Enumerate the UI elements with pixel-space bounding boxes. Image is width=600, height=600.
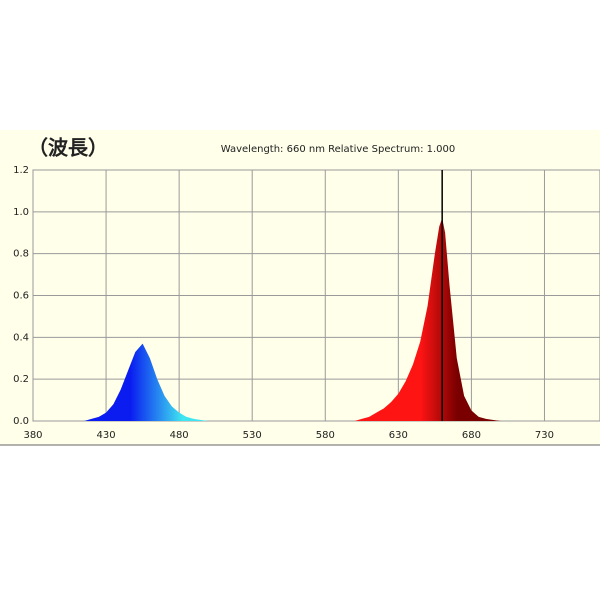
- y-tick-label: 1.2: [13, 165, 29, 176]
- x-tick-label: 680: [462, 430, 481, 441]
- y-tick-label: 0.4: [13, 332, 29, 343]
- y-tick-label: 0.6: [13, 291, 29, 302]
- spectrum-area: [354, 218, 501, 421]
- y-tick-label: 0.0: [13, 416, 29, 427]
- y-tick-label: 0.8: [13, 249, 29, 260]
- x-tick-label: 480: [170, 430, 189, 441]
- x-tick-label: 580: [316, 430, 335, 441]
- x-tick-label: 430: [97, 430, 116, 441]
- y-tick-label: 0.2: [13, 374, 29, 385]
- x-tick-label: 380: [23, 430, 42, 441]
- x-tick-label: 630: [389, 430, 408, 441]
- x-tick-label: 730: [535, 430, 554, 441]
- chart-title: （波長）: [28, 136, 108, 160]
- y-tick-label: 1.0: [13, 207, 29, 218]
- x-tick-label: 530: [243, 430, 262, 441]
- spectrum-area: [84, 343, 216, 421]
- chart-subtitle: Wavelength: 660 nm Relative Spectrum: 1.…: [221, 144, 456, 155]
